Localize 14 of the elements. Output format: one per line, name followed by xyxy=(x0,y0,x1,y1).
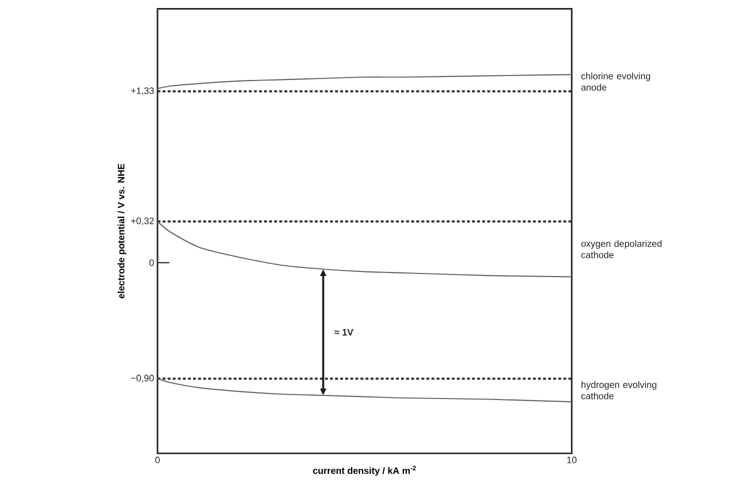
line-series xyxy=(156,220,572,278)
x-tick-label: 10 xyxy=(567,456,577,464)
line-series xyxy=(156,74,572,90)
y-axis-title: electrode potential / V vs. NHE xyxy=(118,164,126,298)
y-tick-label: +1,33 xyxy=(131,87,154,95)
text: oxygen depolarized cathode xyxy=(581,240,662,258)
annotation: ≈ 1V xyxy=(334,328,354,336)
y-tick-label: 0 xyxy=(149,259,154,266)
series-label: chlorine evolving anode xyxy=(581,72,650,90)
line-series xyxy=(156,378,572,402)
y-tick-label: −0,90 xyxy=(131,374,154,382)
y-tick-label: +0,32 xyxy=(131,217,154,226)
x-axis-title: current density / kA m$^{-2}$ xyxy=(312,466,416,476)
series-label: hydrogen evolving cathode xyxy=(581,381,656,400)
